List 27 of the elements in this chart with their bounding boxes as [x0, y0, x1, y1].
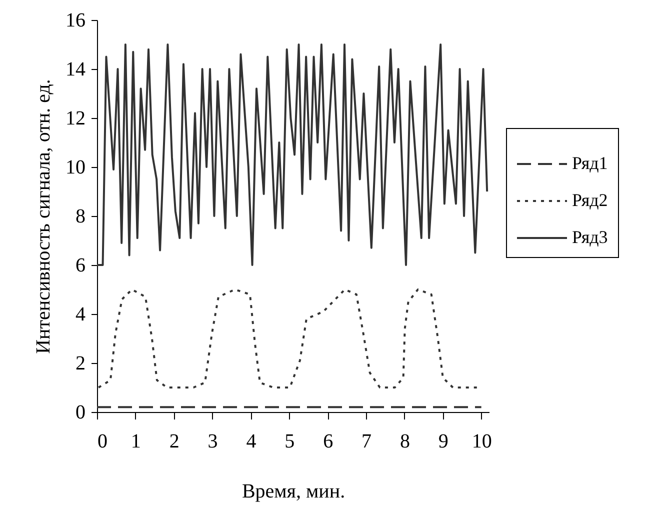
line-series	[96, 44, 488, 266]
x-tick-label: 6	[323, 430, 334, 452]
y-tick-label: 12	[66, 108, 86, 130]
y-tick-label: 10	[66, 156, 86, 178]
legend-label: Ряд2	[572, 190, 608, 210]
x-tick-label: 4	[246, 430, 256, 452]
y-tick-label: 2	[76, 352, 86, 374]
y-tick-label: 6	[76, 254, 86, 276]
x-tick-label: 9	[438, 430, 448, 452]
x-tick-label: 5	[284, 430, 295, 452]
y-tick-label: 16	[66, 10, 86, 32]
legend-label: Ряд3	[572, 227, 608, 247]
y-tick-label: 4	[76, 304, 86, 326]
line-series	[98, 288, 479, 388]
y-axis-title: Интенсивность сигнала, отн. ед.	[32, 79, 54, 354]
y-tick-label: 14	[66, 58, 86, 80]
y-tick-label: 0	[76, 402, 86, 424]
x-tick-label: 7	[362, 430, 372, 452]
x-tick-label: 2	[169, 430, 180, 452]
x-tick-label: 0	[98, 430, 108, 452]
x-tick-label: 10	[472, 430, 492, 452]
x-tick-label: 3	[208, 430, 218, 452]
x-tick-label: 1	[130, 430, 141, 452]
y-tick-label: 8	[76, 206, 86, 228]
x-axis-title: Время, мин.	[242, 480, 346, 502]
x-tick-label: 8	[400, 430, 410, 452]
legend-label: Ряд1	[572, 153, 608, 173]
